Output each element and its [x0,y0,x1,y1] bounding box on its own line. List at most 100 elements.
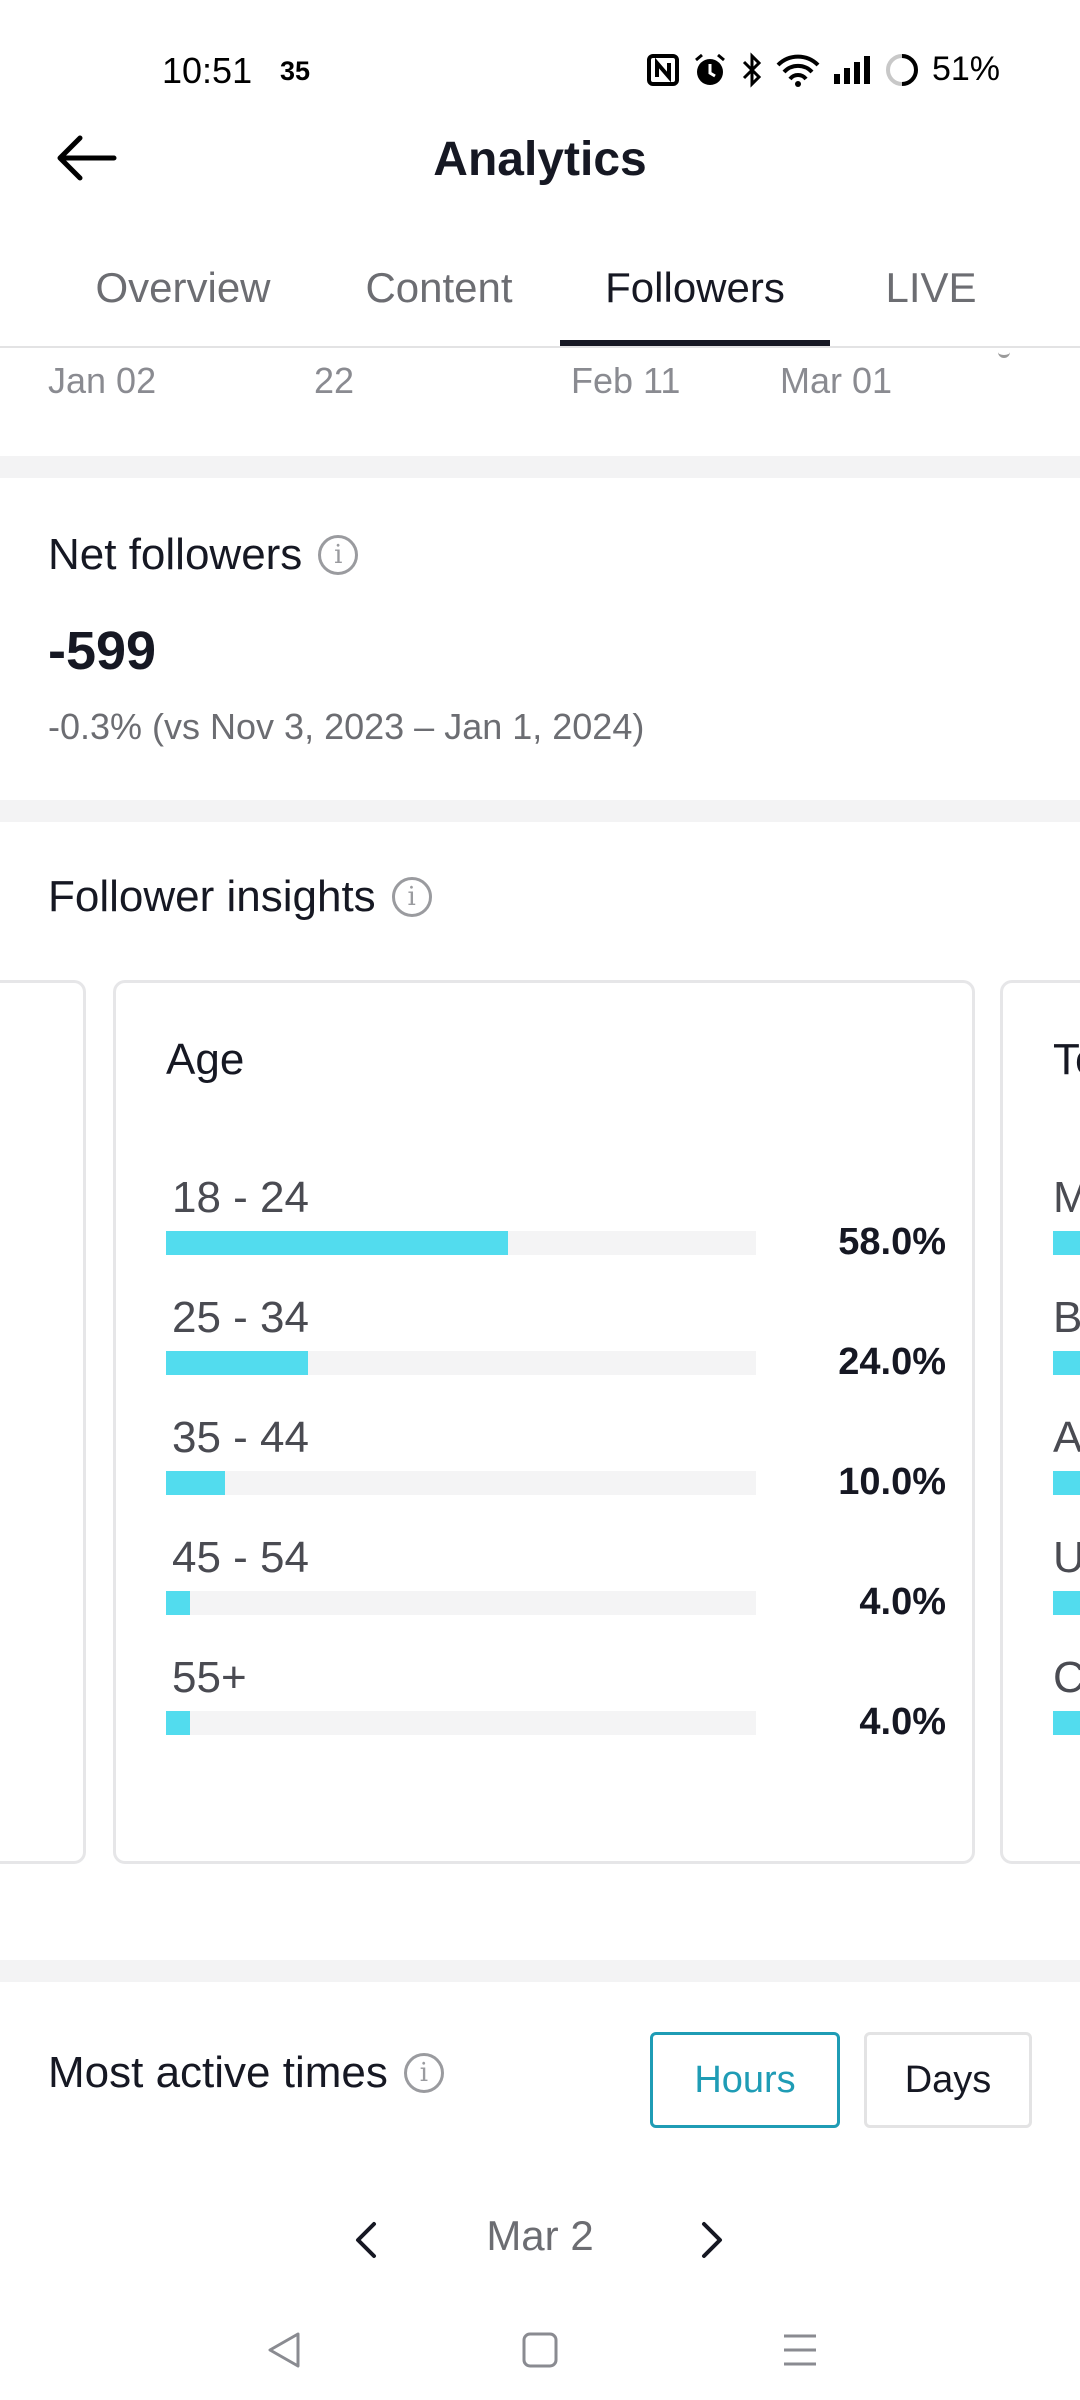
back-button[interactable] [46,118,126,198]
date-axis-label: Mar 01 [780,360,893,401]
status-icons: 51% [646,50,1000,89]
age-bar-fill [166,1591,190,1615]
previous-date-button[interactable] [336,2200,396,2280]
age-percent: 4.0% [859,1581,946,1623]
days-toggle-button[interactable]: Days [864,2032,1032,2128]
selected-date: Mar 2 [486,2212,594,2259]
next-card-title: Te [1053,1035,1080,1084]
back-arrow-icon [57,135,117,181]
most-active-times-title: Most active times [48,2048,388,2097]
next-card-row-label: A [1053,1413,1080,1462]
age-bar-fill [166,1351,308,1375]
age-range-label: 45 - 54 [172,1533,309,1582]
status-bar: 10:51 35 51% [0,0,1080,110]
chevron-right-icon [702,2222,722,2258]
info-icon[interactable]: i [403,2053,444,2093]
insight-card-previous[interactable] [0,980,86,1864]
age-bar-fill [166,1711,190,1735]
square-home-icon [522,2332,558,2368]
bluetooth-icon [740,51,764,88]
date-axis-label: 22 [314,360,355,401]
info-icon[interactable]: i [318,535,359,575]
next-card-row: M [1053,1173,1080,1273]
age-range-label: 25 - 34 [172,1293,309,1342]
age-percent: 24.0% [838,1341,946,1383]
next-card-row: C [1053,1653,1080,1753]
next-card-bar [1053,1711,1080,1735]
next-card-row: U [1053,1533,1080,1633]
age-row: 35 - 44 10.0% [166,1413,946,1513]
next-card-bar [1053,1471,1080,1495]
age-bar-track [166,1711,756,1735]
next-card-row-label: U [1053,1533,1080,1583]
next-card-row: B [1053,1293,1080,1393]
age-bar-track [166,1351,756,1375]
tab-overview[interactable]: Overview [95,264,271,311]
app-header: Analytics [0,110,1080,230]
tab-active-indicator [560,340,830,346]
most-active-times-title-row: Most active times i [48,2048,444,2098]
next-card-row-label: C [1053,1653,1080,1703]
system-navigation-bar [0,2290,1080,2400]
triangle-back-icon [268,2332,300,2368]
age-row: 25 - 34 24.0% [166,1293,946,1393]
status-sub-value: 35 [280,56,311,86]
net-followers-title-row: Net followers i [48,530,359,580]
age-range-label: 35 - 44 [172,1413,309,1462]
age-bar-track [166,1471,756,1495]
section-divider [0,800,1080,822]
menu-lines-icon [784,2334,816,2366]
age-range-label: 55+ [172,1653,247,1702]
tab-content[interactable]: Content [365,264,513,311]
age-bar-fill [166,1471,225,1495]
system-menu-button[interactable] [760,2310,840,2390]
battery-percent: 51% [931,50,1000,88]
section-divider [0,456,1080,478]
next-card-bar [1053,1351,1080,1375]
insight-card-next[interactable]: Te M B A U C [1000,980,1080,1864]
follower-insights-title: Follower insights [48,872,376,921]
alarm-icon [692,52,728,88]
tab-bar: Overview Content Followers LIVE [0,240,1080,348]
next-card-row: A [1053,1413,1080,1513]
status-time: 10:51 [162,50,253,91]
system-back-button[interactable] [244,2310,324,2390]
signal-icon [832,54,872,86]
next-card-row-label: B [1053,1293,1080,1342]
net-followers-title: Net followers [48,530,303,579]
next-card-bar [1053,1591,1080,1615]
age-percent: 58.0% [838,1221,946,1263]
info-icon[interactable]: i [391,877,432,917]
battery-icon [884,52,920,88]
hours-toggle-button[interactable]: Hours [650,2032,840,2128]
date-navigator: Mar 2 [0,2200,1080,2280]
page-title: Analytics [433,133,647,186]
chart-line-fragment [998,350,1010,358]
next-card-bar [1053,1231,1080,1255]
section-divider [0,1960,1080,1982]
age-percent: 4.0% [859,1701,946,1743]
age-row: 45 - 54 4.0% [166,1533,946,1633]
tab-followers[interactable]: Followers [605,264,785,311]
age-bar-fill [166,1231,509,1255]
system-home-button[interactable] [500,2310,580,2390]
next-card-row-label: M [1053,1173,1080,1223]
net-followers-comparison: -0.3% (vs Nov 3, 2023 – Jan 1, 2024) [48,706,645,747]
date-axis-label: Feb 11 [571,360,681,401]
age-row: 55+ 4.0% [166,1653,946,1753]
follower-insights-title-row: Follower insights i [48,872,432,922]
age-card-title: Age [166,1035,245,1084]
net-followers-value: -599 [48,621,157,681]
chart-date-axis: Jan 02 22 Feb 11 Mar 01 [0,350,1080,420]
chevron-left-icon [356,2222,376,2258]
age-range-label: 18 - 24 [172,1173,309,1222]
age-row: 18 - 24 58.0% [166,1173,946,1273]
age-percent: 10.0% [838,1461,946,1503]
age-card: Age 18 - 24 58.0% 25 - 34 24.0% 35 - 44 … [113,980,975,1864]
nfc-icon [646,53,680,87]
wifi-icon [776,53,820,87]
next-date-button[interactable] [682,2200,742,2280]
tab-live[interactable]: LIVE [885,264,977,311]
date-axis-label: Jan 02 [48,360,157,401]
age-bar-track [166,1231,756,1255]
